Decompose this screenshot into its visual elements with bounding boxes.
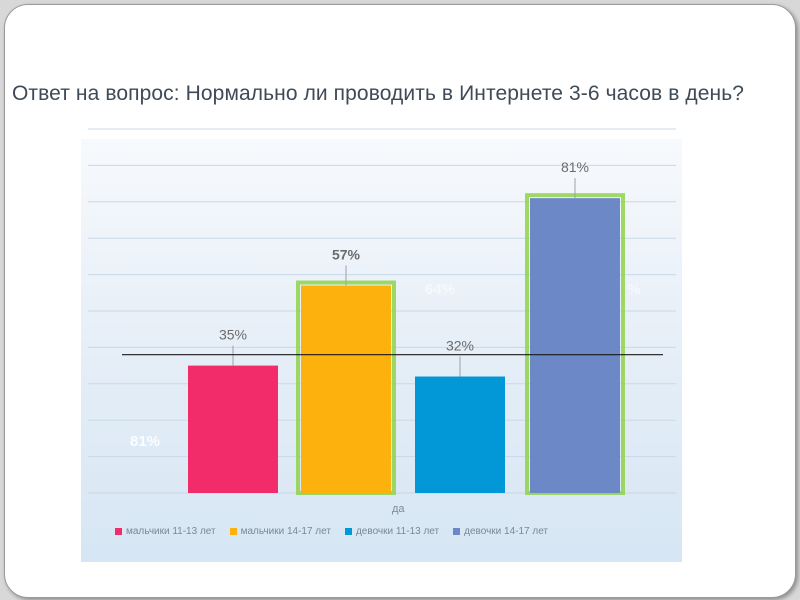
data-label: 81% xyxy=(561,159,589,175)
legend-item: девочки 11-13 лет xyxy=(344,526,440,537)
legend-swatch xyxy=(344,528,352,535)
legend-item: мальчики 14-17 лет xyxy=(229,526,331,537)
legend-swatch xyxy=(115,528,122,535)
legend-swatch xyxy=(453,528,461,535)
bar xyxy=(301,285,391,493)
legend-label: девочки 14-17 лет xyxy=(464,526,549,537)
annotation-label: 64% xyxy=(425,281,455,298)
legend-label: девочки 11-13 лет xyxy=(355,526,440,537)
legend-label: мальчики 11-13 лет xyxy=(126,526,216,537)
legend: мальчики 11-13 лет мальчики 14-17 лет дево… xyxy=(115,526,675,537)
annotation-label: 81% xyxy=(130,433,160,450)
bar xyxy=(530,198,620,493)
data-label: 57% xyxy=(332,247,361,263)
data-label: 32% xyxy=(446,338,474,354)
chart-title: Ответ на вопрос: Нормально ли проводить … xyxy=(12,82,745,105)
bar xyxy=(188,365,278,493)
x-category-label: да xyxy=(392,503,405,515)
legend-label: мальчики 14-17 лет xyxy=(240,526,331,537)
legend-item: мальчики 11-13 лет xyxy=(115,526,216,537)
data-label: 35% xyxy=(219,327,247,343)
bar xyxy=(415,376,505,493)
legend-item: девочки 14-17 лет xyxy=(453,526,548,537)
annotation-label: % xyxy=(627,281,640,298)
legend-swatch xyxy=(229,528,237,535)
